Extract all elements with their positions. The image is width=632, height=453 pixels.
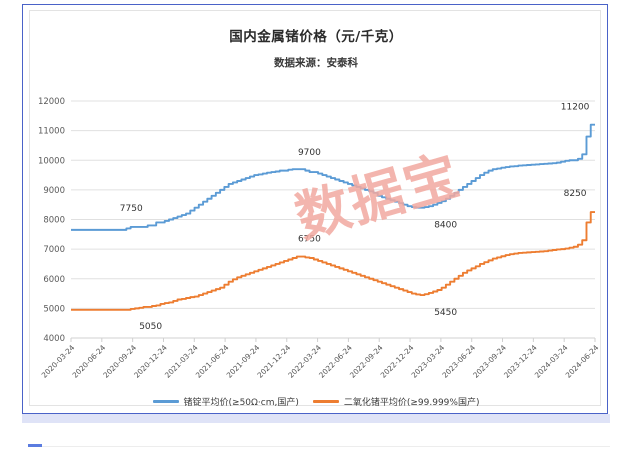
series-line-1 (71, 211, 595, 311)
legend-swatch-orange (312, 400, 339, 403)
y-axis-tick-label: 9000 (43, 186, 65, 196)
legend-swatch-blue (152, 400, 179, 403)
data-label: 11200 (561, 103, 590, 113)
y-axis-tick-label: 6000 (43, 275, 65, 285)
legend-item-0[interactable]: 锗锭平均价(≥50Ω·cm,国产) (152, 395, 299, 408)
chart-subtitle: 数据来源：安泰科 (274, 57, 358, 69)
legend-item-1[interactable]: 二氧化锗平均价(≥99.999%国产) (312, 395, 480, 408)
card-shadow (22, 414, 610, 423)
y-axis-tick-label: 8000 (43, 216, 65, 226)
footer-accent-mark (28, 444, 42, 447)
chart-plot-area: 国内金属锗价格（元/千克） 数据来源：安泰科 4000 5000 6000 7000 8… (23, 5, 609, 415)
data-label: 6750 (298, 235, 321, 245)
chart-card: 国内金属锗价格（元/千克） 数据来源：安泰科 4000 5000 6000 7000 8… (22, 4, 608, 414)
chart-inner-frame (29, 10, 601, 406)
data-label: 8250 (564, 189, 587, 199)
legend-label-1: 二氧化锗平均价(≥99.999%国产) (343, 398, 480, 408)
y-axis-tick-label: 7000 (43, 245, 65, 255)
y-axis-tick-label: 10000 (38, 156, 65, 166)
data-label: 8400 (434, 221, 457, 231)
y-axis-tick-label: 12000 (38, 97, 65, 107)
data-label: 5050 (139, 322, 162, 332)
page-title: 国内金属锗价格（元/千克） (229, 29, 403, 45)
footer-rule (28, 446, 610, 447)
x-axis-tick-label: 2024-06-24 (564, 343, 601, 380)
chart-legend: 锗锭平均价(≥50Ω·cm,国产) 二氧化锗平均价(≥99.999%国产) (23, 395, 609, 408)
y-axis-tick-label: 11000 (38, 127, 65, 137)
y-axis-tick-label: 5000 (43, 304, 65, 314)
data-label: 7750 (120, 204, 143, 214)
y-axis-tick-label: 4000 (43, 334, 65, 344)
series-line-0 (71, 123, 595, 231)
data-label: 9700 (298, 148, 321, 158)
data-label: 5450 (434, 308, 457, 318)
line-chart-svg: 4000 5000 6000 7000 8000 9000 10000 11000 12000 2… (38, 97, 601, 380)
legend-label-0: 锗锭平均价(≥50Ω·cm,国产) (183, 398, 299, 408)
